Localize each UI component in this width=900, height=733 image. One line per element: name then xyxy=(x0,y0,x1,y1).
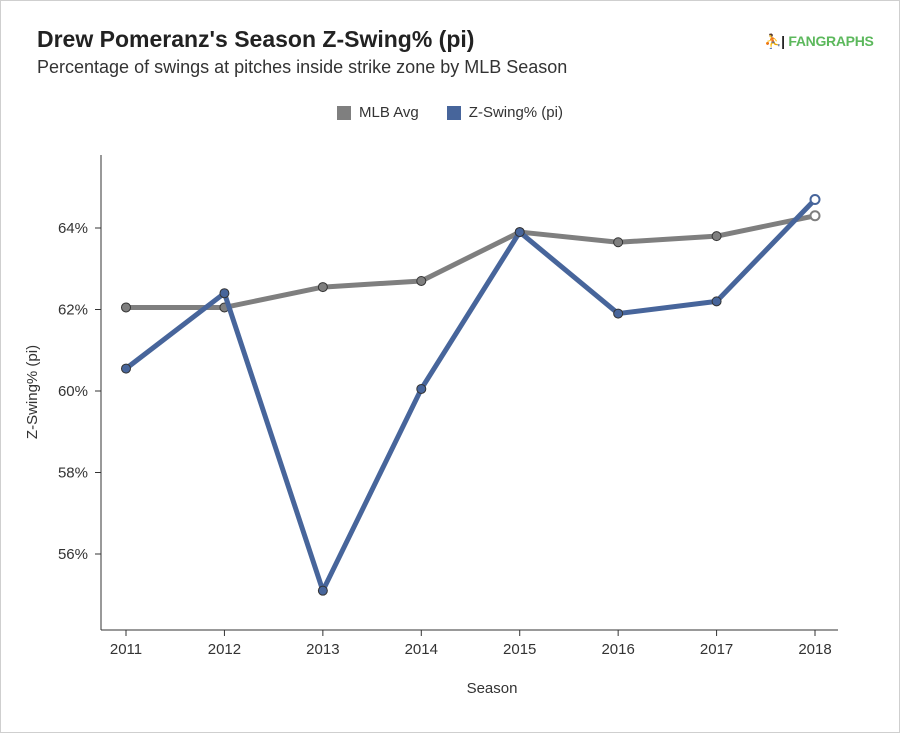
data-point[interactable] xyxy=(416,275,427,286)
data-point[interactable] xyxy=(613,237,624,248)
x-tick-label: 2018 xyxy=(798,641,831,658)
data-point[interactable] xyxy=(711,231,722,242)
data-point[interactable] xyxy=(121,302,131,313)
legend-item-mlb-avg[interactable]: MLB Avg xyxy=(337,104,419,121)
y-tick-label: 62% xyxy=(58,302,88,319)
data-point[interactable] xyxy=(317,282,328,293)
legend-swatch-mlb-avg xyxy=(337,105,352,120)
data-point[interactable] xyxy=(416,383,427,394)
x-tick-label: 2016 xyxy=(601,641,634,658)
chart-title: Drew Pomeranz's Season Z-Swing% (pi) xyxy=(37,26,475,52)
legend: MLB Avg Z-Swing% (pi) xyxy=(0,104,900,121)
x-tick-label: 2013 xyxy=(306,641,339,658)
legend-item-z-swing[interactable]: Z-Swing% (pi) xyxy=(446,104,563,121)
y-tick-label: 58% xyxy=(58,465,88,482)
legend-label-mlb-avg: MLB Avg xyxy=(359,104,419,121)
series-line xyxy=(124,197,817,594)
data-point[interactable] xyxy=(121,363,131,374)
x-tick-label: 2014 xyxy=(405,641,438,658)
y-tick-label: 56% xyxy=(58,546,88,563)
legend-swatch-z-swing xyxy=(446,105,461,120)
series-z-swing xyxy=(121,193,821,596)
legend-label-z-swing: Z-Swing% (pi) xyxy=(468,104,563,121)
data-point[interactable] xyxy=(514,227,525,238)
y-axis-label: Z-Swing% (pi) xyxy=(24,345,41,439)
fangraphs-logo: ⛹| FANGRAPHS xyxy=(764,33,874,49)
data-point[interactable] xyxy=(809,210,821,222)
data-point[interactable] xyxy=(613,308,624,319)
y-tick-label: 64% xyxy=(58,220,88,237)
data-point[interactable] xyxy=(219,288,230,299)
x-tick-label: 2017 xyxy=(700,641,733,658)
x-tick-label: 2011 xyxy=(110,641,142,658)
y-tick-label: 60% xyxy=(58,383,88,400)
x-tick-label: 2012 xyxy=(208,641,241,658)
chart-subtitle: Percentage of swings at pitches inside s… xyxy=(37,57,568,77)
series-line xyxy=(126,213,816,310)
data-point[interactable] xyxy=(317,585,328,596)
data-point[interactable] xyxy=(711,296,722,307)
x-tick-label: 2015 xyxy=(503,641,536,658)
logo-text: FANGRAPHS xyxy=(788,33,874,49)
data-point[interactable] xyxy=(809,193,821,205)
x-axis-label: Season xyxy=(467,680,518,697)
